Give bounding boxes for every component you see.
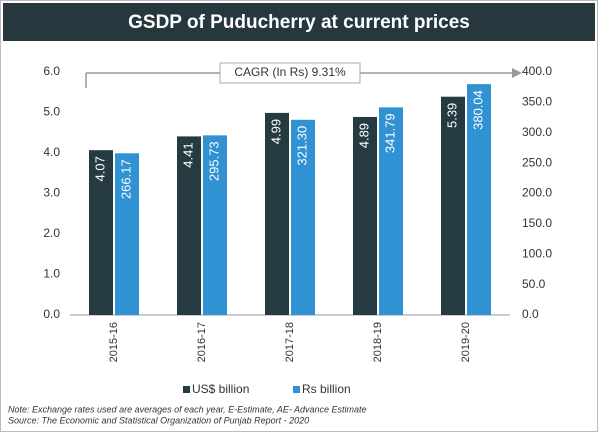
y2-tick-label: 400.0 [522, 64, 552, 78]
y-tick-label: 6.0 [43, 64, 60, 78]
data-label: 5.39 [444, 103, 459, 128]
bar [379, 107, 403, 315]
y2-tick-label: 50.0 [522, 277, 546, 291]
y-tick-label: 2.0 [43, 226, 60, 240]
y2-tick-label: 200.0 [522, 186, 552, 200]
bar [291, 119, 315, 316]
data-label: 4.41 [180, 142, 195, 167]
bar [89, 150, 113, 315]
data-label: 295.73 [206, 141, 221, 181]
legend-label: Rs billion [302, 382, 351, 396]
y-tick-label: 1.0 [43, 267, 60, 281]
data-label: 4.89 [356, 123, 371, 148]
bar [467, 84, 491, 315]
bar [265, 112, 289, 315]
bar [353, 116, 377, 315]
note: Source: The Economic and Statistical Org… [8, 415, 309, 425]
data-label: 4.99 [268, 119, 283, 144]
x-tick-label: 2017-18 [284, 322, 296, 362]
note: Note: Exchange rates used are averages o… [8, 404, 367, 414]
y2-tick-label: 150.0 [522, 216, 552, 230]
chart-title: GSDP of Puducherry at current prices [128, 12, 470, 33]
legend-swatch [183, 386, 190, 393]
data-label: 321.30 [294, 126, 309, 166]
data-label: 266.17 [118, 159, 133, 199]
x-tick-label: 2018-19 [372, 322, 384, 362]
bar [441, 96, 465, 315]
bar [115, 153, 139, 315]
y-tick-label: 4.0 [43, 145, 60, 159]
annotation: CAGR (In Rs) 9.31% [234, 65, 346, 79]
legend-label: US$ billion [192, 382, 249, 396]
legend-swatch [293, 386, 300, 393]
y2-tick-label: 100.0 [522, 246, 552, 260]
x-tick-label: 2019-20 [460, 322, 472, 362]
bar [177, 136, 201, 315]
y-tick-label: 5.0 [43, 105, 60, 119]
title-bar [3, 3, 595, 41]
y2-tick-label: 300.0 [522, 125, 552, 139]
data-label: 4.07 [92, 156, 107, 181]
x-tick-label: 2016-17 [196, 322, 208, 362]
data-label: 341.79 [382, 113, 397, 153]
y2-tick-label: 0.0 [522, 307, 539, 321]
x-tick-label: 2015-16 [108, 322, 120, 362]
y-tick-label: 3.0 [43, 186, 60, 200]
y-tick-label: 0.0 [43, 307, 60, 321]
y2-tick-label: 250.0 [522, 155, 552, 169]
y2-tick-label: 350.0 [522, 95, 552, 109]
data-label: 380.04 [470, 90, 485, 130]
bar [203, 135, 227, 315]
cagr-arrow [85, 62, 522, 88]
